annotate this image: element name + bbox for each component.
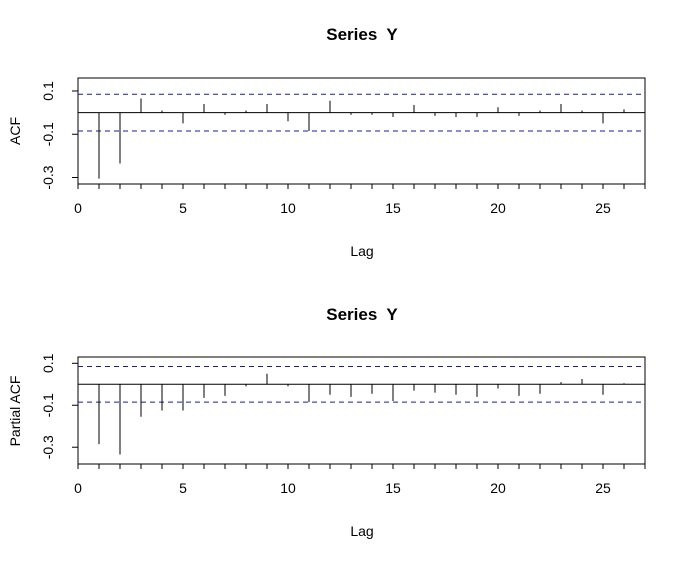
acf-y-tick-label: -0.3 (40, 165, 56, 189)
acf-x-tick-label: 5 (179, 200, 187, 216)
pacf-x-tick-label: 25 (595, 480, 611, 496)
pacf-title: Series Y (326, 305, 398, 324)
pacf-y-tick-label: 0.1 (40, 353, 56, 373)
pacf-y-tick-label: -0.1 (40, 393, 56, 417)
acf-x-tick-label: 10 (280, 200, 296, 216)
pacf-y-tick-label: -0.3 (40, 435, 56, 459)
pacf-x-tick-label: 0 (74, 480, 82, 496)
pacf-plot-frame (77, 356, 646, 465)
acf-x-tick-label: 15 (385, 200, 401, 216)
pacf-xlabel: Lag (350, 523, 373, 539)
acf-marks: 0 5 10 15 20 25 -0.3 -0.1 0.1 (40, 81, 646, 216)
acf-x-tick-label: 20 (490, 200, 506, 216)
acf-y-tick-label: 0.1 (40, 81, 56, 101)
acf-x-tick-label: 0 (74, 200, 82, 216)
acf-x-tick-label: 25 (595, 200, 611, 216)
pacf-ylabel: Partial ACF (7, 376, 23, 447)
acf-xlabel: Lag (350, 243, 373, 259)
pacf-x-tick-label: 10 (280, 480, 296, 496)
pacf-x-tick-label: 15 (385, 480, 401, 496)
acf-title: Series Y (326, 25, 398, 44)
pacf-marks: 0 5 10 15 20 25 -0.3 -0.1 0.1 (40, 353, 646, 496)
acf-y-tick-label: -0.1 (40, 122, 56, 146)
acf-ylabel: ACF (7, 117, 23, 145)
acf-panel: Series Y ACF Lag 0 5 10 15 20 25 -0.3 -0.1 0.1 (7, 25, 646, 259)
pacf-x-tick-label: 5 (179, 480, 187, 496)
pacf-panel: Series Y Partial ACF Lag 0 5 10 15 20 25 -0.3 -… (7, 305, 646, 539)
pacf-x-tick-label: 20 (490, 480, 506, 496)
